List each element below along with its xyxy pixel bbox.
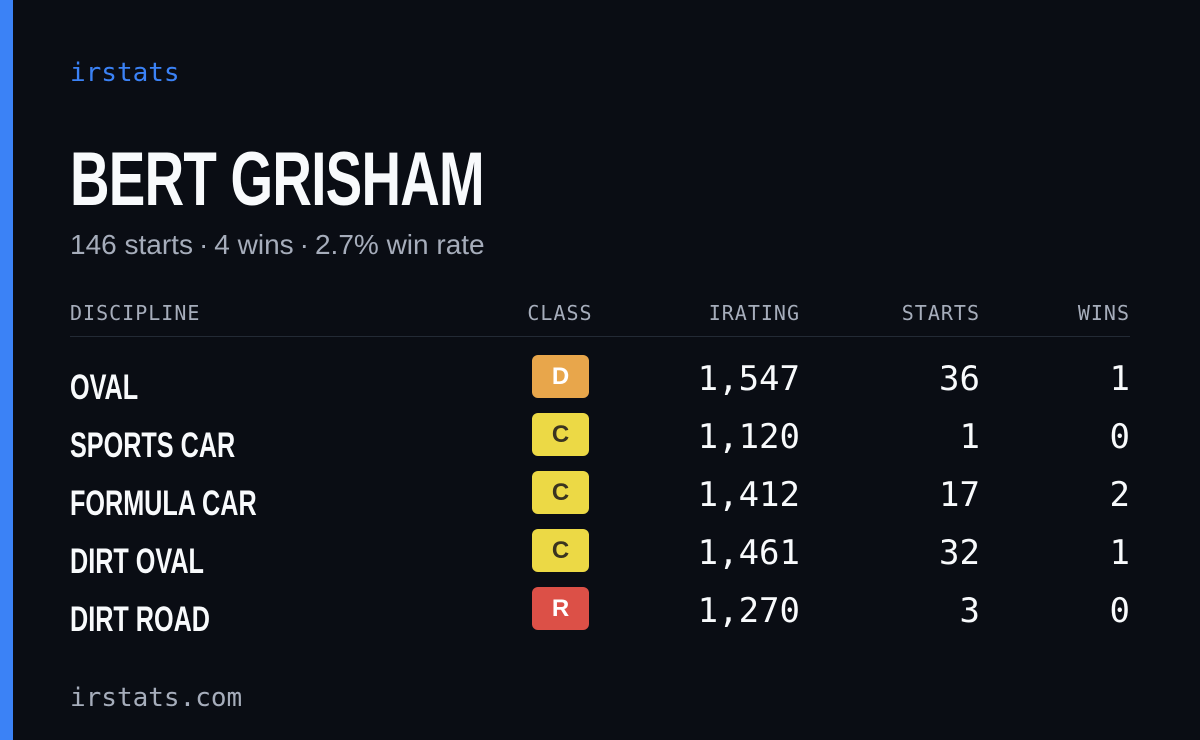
wins-value: 2 <box>1109 475 1130 515</box>
discipline-label: SPORTS CAR <box>70 426 236 465</box>
irating-value: 1,547 <box>697 359 800 399</box>
table-row: DIRT ROAD R 1,270 3 0 <box>70 587 1130 645</box>
driver-name: BERT GRISHAM <box>70 137 485 222</box>
starts-summary: 146 starts <box>70 229 193 260</box>
table-row: FORMULA CAR C 1,412 17 2 <box>70 471 1130 529</box>
discipline-label: OVAL <box>70 368 139 407</box>
table-body: OVAL D 1,547 36 1 SPORTS CAR C 1,120 1 0… <box>70 337 1130 639</box>
license-class-badge: C <box>532 413 589 456</box>
license-class-badge: C <box>532 529 589 572</box>
win-rate-summary: 2.7% win rate <box>314 229 485 260</box>
discipline-label: FORMULA CAR <box>70 484 257 523</box>
discipline-stats-table: DISCIPLINE CLASS IRATING STARTS WINS OVA… <box>70 294 1130 639</box>
footer-site-link[interactable]: irstats.com <box>70 683 243 713</box>
summary-separator: · <box>198 229 209 260</box>
license-class-badge: R <box>532 587 589 630</box>
discipline-label: DIRT OVAL <box>70 542 204 581</box>
summary-separator: · <box>299 229 309 260</box>
wins-value: 1 <box>1109 533 1130 573</box>
accent-bar <box>0 0 13 740</box>
column-header-class: CLASS <box>527 301 593 325</box>
table-header-row: DISCIPLINE CLASS IRATING STARTS WINS <box>70 294 1130 337</box>
irating-value: 1,461 <box>697 533 800 573</box>
license-class-badge: C <box>532 471 589 514</box>
starts-value: 32 <box>939 533 980 573</box>
wins-value: 1 <box>1109 359 1130 399</box>
table-row: DIRT OVAL C 1,461 32 1 <box>70 529 1130 587</box>
irating-value: 1,412 <box>697 475 800 515</box>
wins-value: 0 <box>1109 417 1130 457</box>
license-class-badge: D <box>532 355 589 398</box>
irating-value: 1,270 <box>697 591 800 631</box>
wins-summary: 4 wins <box>214 229 294 260</box>
starts-value: 36 <box>939 359 980 399</box>
brand-logo-text[interactable]: irstats <box>70 58 180 88</box>
column-header-wins: WINS <box>1077 301 1130 325</box>
table-row: SPORTS CAR C 1,120 1 0 <box>70 413 1130 471</box>
irating-value: 1,120 <box>697 417 800 457</box>
career-summary: 146 starts · 4 wins · 2.7% win rate <box>70 228 485 262</box>
column-header-discipline: DISCIPLINE <box>70 301 201 325</box>
table-row: OVAL D 1,547 36 1 <box>70 355 1130 413</box>
wins-value: 0 <box>1109 591 1130 631</box>
starts-value: 3 <box>959 591 980 631</box>
starts-value: 17 <box>939 475 980 515</box>
discipline-label: DIRT ROAD <box>70 600 210 639</box>
column-header-irating: IRATING <box>708 301 800 325</box>
starts-value: 1 <box>959 417 980 457</box>
column-header-starts: STARTS <box>901 301 980 325</box>
